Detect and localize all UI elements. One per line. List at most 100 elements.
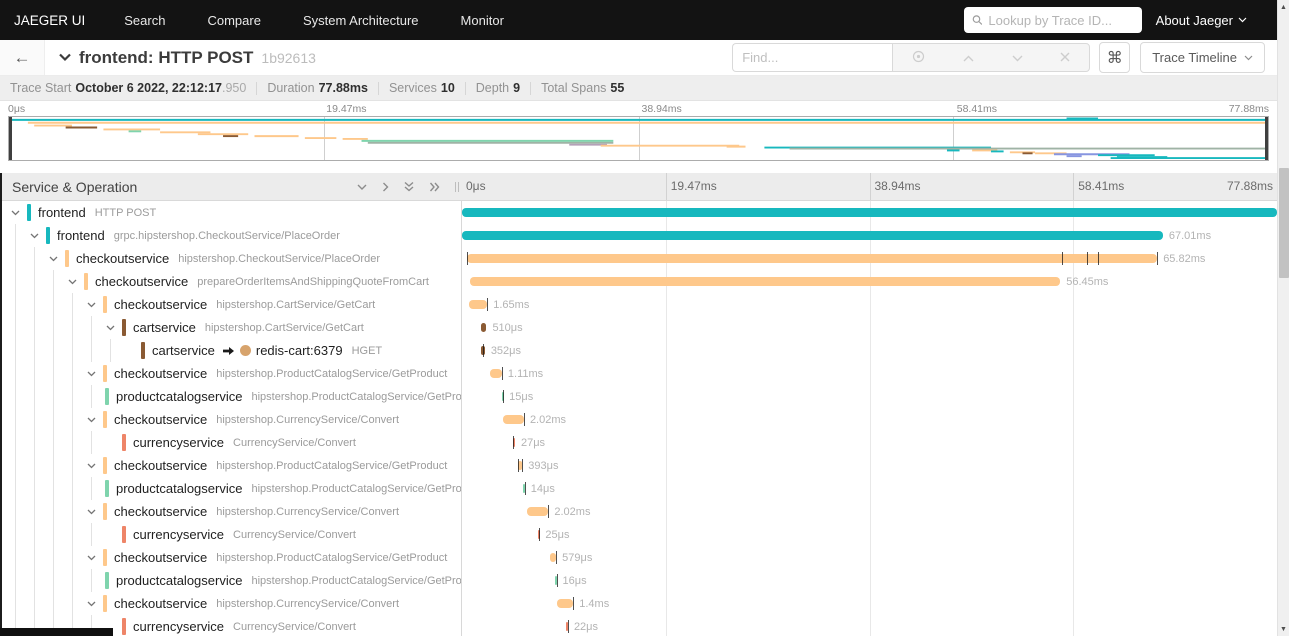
collapse-one-icon[interactable] bbox=[356, 182, 368, 192]
span-bar-row[interactable]: 1.11ms bbox=[462, 362, 1277, 385]
span-bar-row[interactable]: 56.45ms bbox=[462, 270, 1277, 293]
keyboard-shortcuts-button[interactable]: ⌘ bbox=[1099, 42, 1131, 73]
scrollbar-thumb[interactable] bbox=[1279, 168, 1289, 278]
expand-one-icon[interactable] bbox=[381, 181, 390, 193]
span-duration-bar[interactable] bbox=[554, 576, 557, 585]
scroll-up-arrow[interactable]: ▲ bbox=[1280, 3, 1287, 11]
operation-name: CurrencyService/Convert bbox=[233, 528, 356, 541]
span-toggle-chevron[interactable] bbox=[86, 462, 103, 470]
nav-item-system-architecture[interactable]: System Architecture bbox=[302, 12, 419, 28]
span-bar-row[interactable]: 1.65ms bbox=[462, 293, 1277, 316]
span-duration-bar[interactable] bbox=[489, 369, 502, 378]
span-name-row[interactable]: checkoutservice hipstershop.CartService/G… bbox=[2, 293, 461, 316]
next-match-icon[interactable] bbox=[1012, 50, 1023, 65]
span-toggle-chevron[interactable] bbox=[86, 416, 103, 424]
clear-find-icon[interactable] bbox=[1060, 50, 1070, 65]
span-bar-row[interactable]: 16μs bbox=[462, 569, 1277, 592]
span-duration-bar[interactable] bbox=[501, 392, 504, 401]
span-toggle-chevron[interactable] bbox=[48, 255, 65, 263]
span-toggle-chevron[interactable] bbox=[86, 508, 103, 516]
span-name-row[interactable]: checkoutservice hipstershop.ProductCatalo… bbox=[2, 362, 461, 385]
span-name-row[interactable]: productcatalogservice hipstershop.Product… bbox=[2, 569, 461, 592]
expand-all-icon[interactable] bbox=[428, 181, 441, 193]
trace-lookup-input[interactable] bbox=[988, 12, 1134, 28]
span-toggle-chevron[interactable] bbox=[105, 324, 122, 332]
span-toggle-chevron[interactable] bbox=[67, 278, 84, 286]
span-bar-row[interactable]: 27μs bbox=[462, 431, 1277, 454]
span-name-row[interactable]: currencyservice CurrencyService/Convert bbox=[2, 523, 461, 546]
span-bar-row[interactable] bbox=[462, 201, 1277, 224]
span-duration-bar[interactable] bbox=[502, 415, 524, 424]
span-bar-row[interactable]: 22μs bbox=[462, 615, 1277, 636]
minimap-right-handle[interactable] bbox=[1265, 117, 1268, 160]
span-name-row[interactable]: checkoutservice hipstershop.CurrencyServi… bbox=[2, 500, 461, 523]
span-name-row[interactable]: currencyservice CurrencyService/Convert bbox=[2, 615, 461, 636]
span-name-row[interactable]: checkoutservice hipstershop.CurrencyServi… bbox=[2, 408, 461, 431]
span-duration-bar[interactable] bbox=[566, 622, 569, 631]
span-name-row[interactable]: checkoutservice hipstershop.CheckoutServi… bbox=[2, 247, 461, 270]
span-duration-bar[interactable] bbox=[523, 484, 526, 493]
span-toggle-chevron[interactable] bbox=[29, 232, 46, 240]
span-bar-row[interactable]: 352μs bbox=[462, 339, 1277, 362]
trace-view-selector[interactable]: Trace Timeline bbox=[1140, 42, 1265, 73]
collapse-trace-details-button[interactable] bbox=[58, 53, 72, 62]
span-duration-bar[interactable] bbox=[518, 461, 523, 470]
span-bar-row[interactable]: 15μs bbox=[462, 385, 1277, 408]
span-bar-row[interactable]: 2.02ms bbox=[462, 500, 1277, 523]
span-duration-bar[interactable] bbox=[480, 323, 487, 332]
nav-item-compare[interactable]: Compare bbox=[207, 12, 261, 28]
span-duration-bar[interactable] bbox=[462, 231, 1163, 240]
service-name: frontend bbox=[57, 228, 105, 243]
nav-item-search[interactable]: Search bbox=[124, 12, 166, 28]
span-toggle-chevron[interactable] bbox=[86, 370, 103, 378]
focus-match-icon[interactable] bbox=[912, 50, 925, 66]
span-toggle-chevron[interactable] bbox=[86, 301, 103, 309]
span-name-row[interactable]: frontend grpc.hipstershop.CheckoutService… bbox=[2, 224, 461, 247]
about-jaeger-menu[interactable]: About Jaeger bbox=[1156, 13, 1247, 28]
vertical-scrollbar[interactable]: ▲ ▼ bbox=[1277, 0, 1289, 636]
span-name-row[interactable]: currencyservice CurrencyService/Convert bbox=[2, 431, 461, 454]
span-duration-bar[interactable] bbox=[513, 438, 516, 447]
span-name-row[interactable]: productcatalogservice hipstershop.Product… bbox=[2, 477, 461, 500]
span-duration-bar[interactable] bbox=[480, 346, 485, 355]
span-name-row[interactable]: checkoutservice hipstershop.ProductCatalo… bbox=[2, 454, 461, 477]
indent-guide bbox=[53, 362, 54, 385]
span-bar-row[interactable]: 393μs bbox=[462, 454, 1277, 477]
span-bar-row[interactable]: 67.01ms bbox=[462, 224, 1277, 247]
span-bar-row[interactable]: 510μs bbox=[462, 316, 1277, 339]
span-duration-bar[interactable] bbox=[462, 208, 1277, 217]
span-bar-row[interactable]: 14μs bbox=[462, 477, 1277, 500]
span-name-row[interactable]: checkoutservice prepareOrderItemsAndShipp… bbox=[2, 270, 461, 293]
span-toggle-chevron[interactable] bbox=[10, 209, 27, 217]
span-toggle-chevron[interactable] bbox=[86, 600, 103, 608]
nav-item-monitor[interactable]: Monitor bbox=[460, 12, 504, 28]
span-bar-row[interactable]: 579μs bbox=[462, 546, 1277, 569]
span-duration-bar[interactable] bbox=[466, 254, 1158, 263]
span-toggle-chevron[interactable] bbox=[86, 554, 103, 562]
span-name-row[interactable]: checkoutservice hipstershop.CurrencyServi… bbox=[2, 592, 461, 615]
span-duration-bar[interactable] bbox=[550, 553, 557, 562]
span-name-row[interactable]: frontend HTTP POST bbox=[2, 201, 461, 224]
column-resize-grip[interactable] bbox=[455, 181, 459, 192]
find-input[interactable] bbox=[732, 43, 893, 72]
minimap-canvas[interactable] bbox=[8, 116, 1269, 161]
scroll-down-arrow[interactable]: ▼ bbox=[1280, 625, 1287, 633]
span-duration-bar[interactable] bbox=[470, 277, 1061, 286]
span-bar-row[interactable]: 65.82ms bbox=[462, 247, 1277, 270]
span-duration-bar[interactable] bbox=[537, 530, 540, 539]
minimap-left-handle[interactable] bbox=[9, 117, 12, 160]
span-name-row[interactable]: cartservice redis-cart:6379 HGET bbox=[2, 339, 461, 362]
back-button[interactable]: ← bbox=[0, 40, 45, 75]
span-name-row[interactable]: cartservice hipstershop.CartService/GetCa… bbox=[2, 316, 461, 339]
prev-match-icon[interactable] bbox=[963, 50, 974, 65]
span-name-row[interactable]: checkoutservice hipstershop.ProductCatalo… bbox=[2, 546, 461, 569]
span-bar-row[interactable]: 25μs bbox=[462, 523, 1277, 546]
span-bar-row[interactable]: 2.02ms bbox=[462, 408, 1277, 431]
span-name-row[interactable]: productcatalogservice hipstershop.Product… bbox=[2, 385, 461, 408]
span-duration-bar[interactable] bbox=[469, 300, 488, 309]
app-brand[interactable]: JAEGER UI bbox=[14, 12, 86, 28]
span-bar-row[interactable]: 1.4ms bbox=[462, 592, 1277, 615]
span-duration-bar[interactable] bbox=[527, 507, 549, 516]
collapse-all-icon[interactable] bbox=[403, 180, 415, 193]
span-duration-bar[interactable] bbox=[557, 599, 574, 608]
